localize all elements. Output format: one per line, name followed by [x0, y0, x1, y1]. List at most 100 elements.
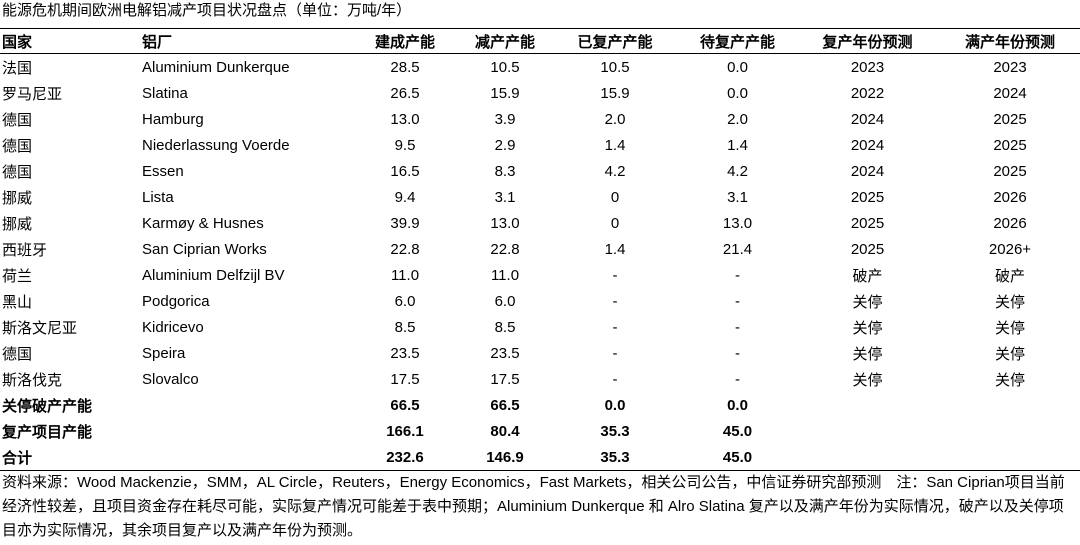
table-cell: 2024: [850, 136, 885, 154]
table-cell: 15.9: [600, 84, 630, 102]
table-cell: Aluminium Dunkerque: [142, 58, 290, 76]
table-cell: 2.0: [604, 110, 626, 128]
table-cell: 4.2: [604, 162, 626, 180]
summary-cell: 45.0: [722, 448, 753, 466]
table-row: 斯洛伐克 Slovalco 17.5 17.5 - - 关停 关停: [0, 366, 1080, 392]
header-cell: 满产年份预测: [940, 28, 1080, 54]
table-cell: 关停: [994, 319, 1025, 337]
table-cell: 关停: [994, 371, 1025, 389]
table-row: 德国 Speira 23.5 23.5 - - 关停 关停: [0, 340, 1080, 366]
table-cell: San Ciprian Works: [142, 240, 267, 258]
table-cell: 22.8: [490, 240, 520, 258]
table-cell: Niederlassung Voerde: [142, 136, 290, 154]
table-cell: 26.5: [390, 84, 420, 102]
table-cell: 6.0: [494, 292, 516, 310]
table-cell: 2026: [993, 188, 1027, 206]
table-cell: 13.0: [490, 214, 520, 232]
table-cell: 23.5: [490, 344, 520, 362]
table-cell: 8.3: [494, 162, 516, 180]
summary-cell: 232.6: [386, 448, 424, 466]
table-cell: 2.0: [727, 110, 748, 128]
table-cell: 2026: [993, 214, 1027, 232]
table-cell: -: [612, 344, 618, 362]
summary-cell: 0.0: [727, 396, 748, 414]
table-cell: 关停: [852, 293, 883, 311]
summary-cell: 146.9: [486, 448, 524, 466]
table-cell: 2023: [850, 58, 885, 76]
table-cell: Hamburg: [142, 110, 204, 128]
table-row: 荷兰 Aluminium Delfzijl BV 11.0 11.0 - - 破产 破产: [0, 262, 1080, 288]
table-row: 斯洛文尼亚 Kidricevo 8.5 8.5 - - 关停 关停: [0, 314, 1080, 340]
table-cell: 11.0: [390, 266, 420, 284]
table-row: 德国 Niederlassung Voerde 9.5 2.9 1.4 1.4 2024 20…: [0, 132, 1080, 158]
table-cell: 1.4: [604, 240, 626, 258]
table-cell: -: [612, 370, 618, 388]
table-cell: 德国: [2, 345, 33, 363]
table-cell: 3.9: [494, 110, 516, 128]
table-cell: 10.5: [490, 58, 520, 76]
table-cell: 法国: [2, 59, 33, 77]
note: 资料来源：Wood Mackenzie，SMM，AL Circle，Reuter…: [2, 474, 1065, 539]
table-cell: 28.5: [390, 58, 420, 76]
table-cell: 斯洛文尼亚: [2, 319, 78, 337]
table-cell: 22.8: [390, 240, 420, 258]
table-cell: 39.9: [390, 214, 420, 232]
table-cell: 关停: [852, 319, 883, 337]
table-cell: -: [612, 292, 618, 310]
table-cell: 13.0: [390, 110, 420, 128]
empty-cell: [795, 418, 1080, 444]
table-cell: 4.2: [727, 162, 748, 180]
table-row: 法国 Aluminium Dunkerque 28.5 10.5 10.5 0.0 2023…: [0, 54, 1080, 81]
table-row: 德国 Hamburg 13.0 3.9 2.0 2.0 2024 2025: [0, 106, 1080, 132]
table-cell: Slovalco: [142, 370, 199, 388]
table-cell: 11.0: [490, 266, 520, 284]
table-cell: 2024: [850, 110, 885, 128]
table-cell: 2024: [850, 162, 885, 180]
title: 能源危机期间欧洲电解铝减产项目状况盘点（单位：万吨/年）: [2, 2, 412, 19]
table-cell: 关停: [994, 345, 1025, 363]
table-cell: 关停: [994, 293, 1025, 311]
table-cell: Slatina: [142, 84, 188, 102]
header-row: 国家 铝厂 建成产能 减产产能 已复产产能 待复产产能 复产年份预测 满产年份预测: [0, 28, 1080, 54]
table-cell: 2026+: [988, 240, 1032, 258]
table-cell: -: [735, 370, 740, 388]
summary-label: 关停破产产能: [2, 397, 93, 415]
table-cell: 17.5: [390, 370, 420, 388]
table-cell: 西班牙: [2, 241, 48, 259]
table-cell: -: [735, 344, 740, 362]
summary-cell: 166.1: [386, 422, 424, 440]
summary-cell: 0.0: [604, 396, 626, 414]
table-body: 国家 铝厂 建成产能 减产产能 已复产产能 待复产产能 复产年份预测 满产年份预测法国 Alum…: [0, 28, 1080, 471]
table-cell: 0.0: [727, 84, 748, 102]
table-cell: 21.4: [722, 240, 753, 258]
table-cell: 德国: [2, 163, 33, 181]
empty-cell: [795, 392, 1080, 418]
table-cell: 10.5: [600, 58, 630, 76]
table-cell: 9.4: [394, 188, 416, 206]
table-cell: 破产: [994, 267, 1025, 285]
summary-cell: 35.3: [600, 422, 630, 440]
table-row: 挪威 Karmøy & Husnes 39.9 13.0 0 13.0 2025 2026: [0, 210, 1080, 236]
table-cell: Podgorica: [142, 292, 210, 310]
table-cell: 2025: [993, 110, 1027, 128]
table-cell: Essen: [142, 162, 184, 180]
table-cell: -: [612, 318, 618, 336]
table-cell: Aluminium Delfzijl BV: [142, 266, 285, 284]
table-cell: 黑山: [2, 293, 33, 311]
table: 国家 铝厂 建成产能 减产产能 已复产产能 待复产产能 复产年份预测 满产年份预测法国 Alum…: [0, 28, 1080, 471]
table-cell: 荷兰: [2, 267, 33, 285]
summary-cell: 66.5: [390, 396, 420, 414]
table-cell: 6.0: [394, 292, 416, 310]
table-cell: 9.5: [394, 136, 416, 154]
table-cell: 挪威: [2, 215, 33, 233]
summary-cell: 66.5: [490, 396, 520, 414]
table-row: 黑山 Podgorica 6.0 6.0 - - 关停 关停: [0, 288, 1080, 314]
table-row: 西班牙 San Ciprian Works 22.8 22.8 1.4 21.4 2025 2…: [0, 236, 1080, 262]
table-cell: 德国: [2, 111, 33, 129]
header-cell: 铝厂: [140, 28, 350, 54]
table-cell: 罗马尼亚: [2, 85, 63, 103]
table-cell: -: [612, 266, 618, 284]
header-cell: 待复产产能: [680, 28, 795, 54]
table-cell: 关停: [852, 345, 883, 363]
